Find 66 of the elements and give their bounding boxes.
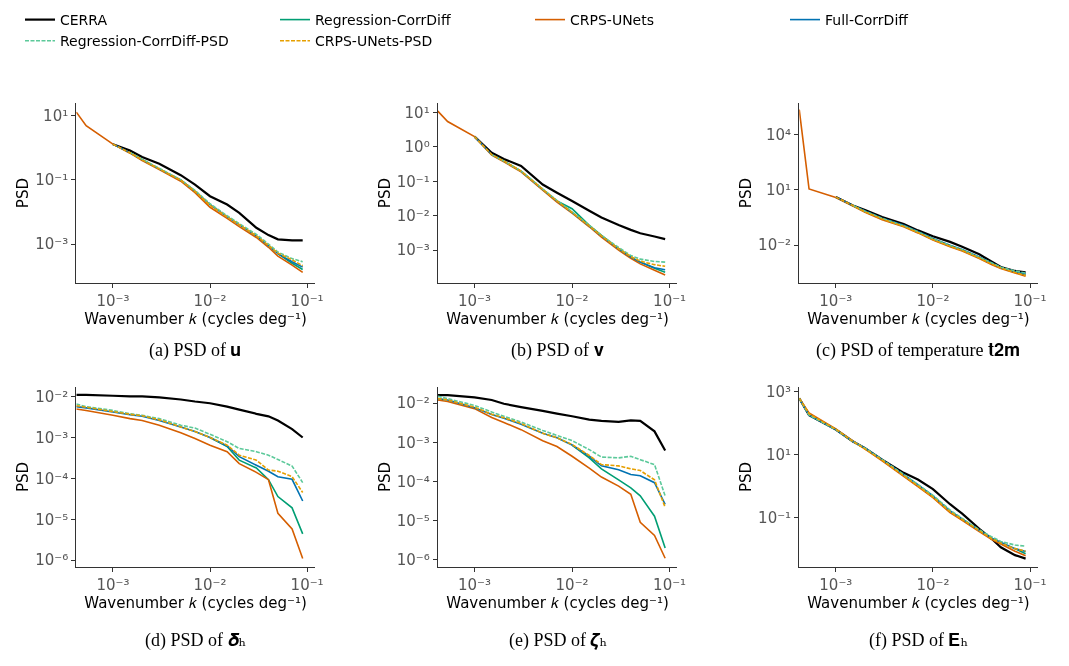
y-tick-label: 10⁻³ xyxy=(35,235,69,254)
y-axis-title: PSD xyxy=(375,461,394,492)
y-tick-label: 10⁻² xyxy=(35,387,69,406)
y-tick-label: 10⁻⁵ xyxy=(396,511,430,530)
x-tick-label: 10⁻³ xyxy=(458,292,492,311)
y-tick-label: 10⁻¹ xyxy=(396,172,430,191)
y-tick-label: 10⁻⁴ xyxy=(396,472,430,491)
x-tick-label: 10⁻² xyxy=(916,292,950,311)
x-tick-label: 10⁻³ xyxy=(458,576,492,595)
x-tick-label: 10⁻¹ xyxy=(1013,292,1047,311)
x-tick-label: 10⁻³ xyxy=(819,576,853,595)
x-tick-label: 10⁻¹ xyxy=(290,292,324,311)
y-tick-label: 10⁻¹ xyxy=(758,508,792,527)
y-tick-label: 10¹ xyxy=(766,181,792,199)
x-tick-label: 10⁻³ xyxy=(96,576,130,595)
x-tick-label: 10⁻³ xyxy=(96,292,130,311)
y-tick-label: 10⁰ xyxy=(404,138,430,157)
x-axis-title: Wavenumber 𝑘 (cycles deg⁻¹) xyxy=(84,310,307,329)
y-tick-label: 10⁴ xyxy=(766,125,792,144)
y-tick-label: 10⁻⁴ xyxy=(35,469,69,488)
text: (c) PSD of temperature 𝐭𝟐𝐦 xyxy=(816,340,1020,361)
y-tick-label: 10⁻⁶ xyxy=(35,551,69,570)
legend-label: CERRA xyxy=(60,12,108,29)
x-tick-label: 10⁻² xyxy=(193,292,227,311)
x-tick-label: 10⁻¹ xyxy=(653,292,687,311)
x-axis-title: Wavenumber 𝑘 (cycles deg⁻¹) xyxy=(446,594,669,613)
x-tick-label: 10⁻¹ xyxy=(1013,576,1047,595)
y-tick-label: 10⁻² xyxy=(396,207,430,226)
y-tick-label: 10¹ xyxy=(766,445,792,464)
text: (b) PSD of 𝐯 xyxy=(511,340,604,361)
legend-label: Regression-CorrDiff xyxy=(315,12,451,29)
y-tick-label: 10⁻³ xyxy=(35,428,69,447)
legend-label: Regression-CorrDiff-PSD xyxy=(60,33,229,50)
x-tick-label: 10⁻² xyxy=(193,576,227,595)
x-axis-title: Wavenumber 𝑘 (cycles deg⁻¹) xyxy=(807,310,1030,329)
x-axis-title: Wavenumber 𝑘 (cycles deg⁻¹) xyxy=(807,594,1030,613)
legend-label: CRPS-UNets-PSD xyxy=(315,33,433,50)
y-axis-title: PSD xyxy=(737,461,756,492)
y-tick-label: 10⁻² xyxy=(396,394,430,413)
y-tick-label: 10⁻⁶ xyxy=(396,551,430,570)
x-axis-title: Wavenumber 𝑘 (cycles deg⁻¹) xyxy=(84,594,307,613)
y-axis-title: PSD xyxy=(14,461,33,492)
text: (a) PSD of 𝐮 xyxy=(149,340,242,361)
y-tick-label: 10⁻³ xyxy=(396,433,430,452)
x-tick-label: 10⁻² xyxy=(555,292,589,311)
y-axis-title: PSD xyxy=(375,178,394,209)
y-axis-title: PSD xyxy=(737,178,756,209)
text: (e) PSD of 𝜻ₕ xyxy=(509,630,608,651)
x-tick-label: 10⁻¹ xyxy=(653,576,687,595)
x-tick-label: 10⁻² xyxy=(916,576,950,595)
text: (d) PSD of 𝜹ₕ xyxy=(145,630,247,651)
legend-label: Full-CorrDiff xyxy=(825,12,909,29)
y-tick-label: 10³ xyxy=(766,383,792,402)
y-tick-label: 10⁻² xyxy=(758,236,792,255)
y-tick-label: 10¹ xyxy=(43,107,69,126)
y-axis-title: PSD xyxy=(14,178,33,209)
y-tick-label: 10⁻⁵ xyxy=(35,510,69,529)
y-tick-label: 10⁻³ xyxy=(396,241,430,260)
x-tick-label: 10⁻² xyxy=(555,576,589,595)
x-tick-label: 10⁻³ xyxy=(819,292,853,311)
y-tick-label: 10¹ xyxy=(404,103,430,122)
text: (f) PSD of 𝐄ₕ xyxy=(869,630,969,651)
legend-label: CRPS-UNets xyxy=(570,12,654,29)
x-axis-title: Wavenumber 𝑘 (cycles deg⁻¹) xyxy=(446,310,669,329)
y-tick-label: 10⁻¹ xyxy=(35,171,69,190)
x-tick-label: 10⁻¹ xyxy=(290,576,324,595)
